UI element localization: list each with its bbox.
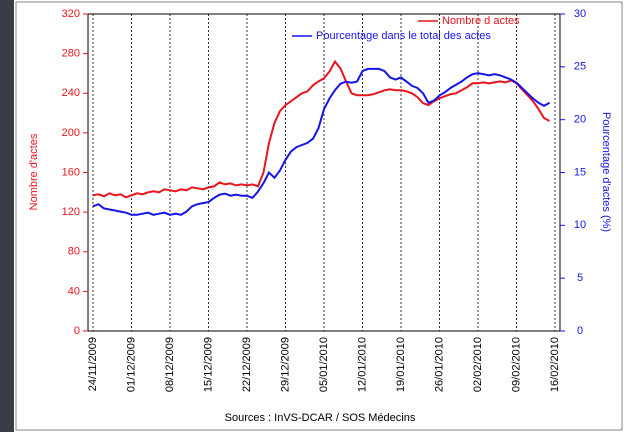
y-tick-label: 280 xyxy=(62,48,80,60)
series-line xyxy=(92,59,550,199)
x-tick-label: 05/01/2010 xyxy=(318,337,330,392)
source: Sources : InVS-DCAR / SOS Médecins xyxy=(225,412,416,424)
y-tick-label: 0 xyxy=(74,325,80,337)
y2-tick-label: 0 xyxy=(577,325,583,337)
y-axis-title: Nombre d'actes xyxy=(28,133,40,210)
x-tick-label: 22/12/2009 xyxy=(241,337,253,392)
x-tick-label: 24/11/2009 xyxy=(87,337,99,391)
y-tick-label: 120 xyxy=(62,206,80,218)
x-tick-label: 02/02/2010 xyxy=(472,337,484,392)
y-tick-label: 160 xyxy=(62,166,80,178)
y2-tick-label: 5 xyxy=(577,272,583,284)
legend-label: Nombre d actes xyxy=(442,15,520,27)
y-tick-label: 40 xyxy=(68,285,80,297)
frame xyxy=(15,1,623,431)
y-tick-label: 80 xyxy=(68,246,80,258)
y-tick-label: 240 xyxy=(62,87,80,99)
y2-tick-label: 20 xyxy=(574,114,586,126)
x-tick-label: 16/02/2010 xyxy=(549,337,561,392)
x-tick-label: 19/01/2010 xyxy=(395,337,407,392)
y2-axis-title: Pourcentage d'actes (%) xyxy=(600,112,612,232)
x-tick-label: 08/12/2009 xyxy=(164,337,176,392)
y2-tick-label: 10 xyxy=(574,219,586,231)
x-tick-label: 12/01/2010 xyxy=(356,337,368,392)
x-tick-label: 01/12/2009 xyxy=(125,337,137,392)
y2-tick-label: 30 xyxy=(574,8,586,20)
series-line xyxy=(92,67,550,216)
side-band xyxy=(0,0,14,432)
x-tick-label: 29/12/2009 xyxy=(279,337,291,392)
x-tick-label: 26/01/2010 xyxy=(433,337,445,392)
y-tick-label: 200 xyxy=(62,127,80,139)
legend-label: Pourcentage dans le total des actes xyxy=(316,30,491,42)
y2-tick-label: 25 xyxy=(574,61,586,73)
x-tick-label: 15/12/2009 xyxy=(202,337,214,392)
y2-tick-label: 15 xyxy=(574,166,586,178)
y-tick-label: 320 xyxy=(62,8,80,20)
x-tick-label: 09/02/2010 xyxy=(510,337,522,392)
